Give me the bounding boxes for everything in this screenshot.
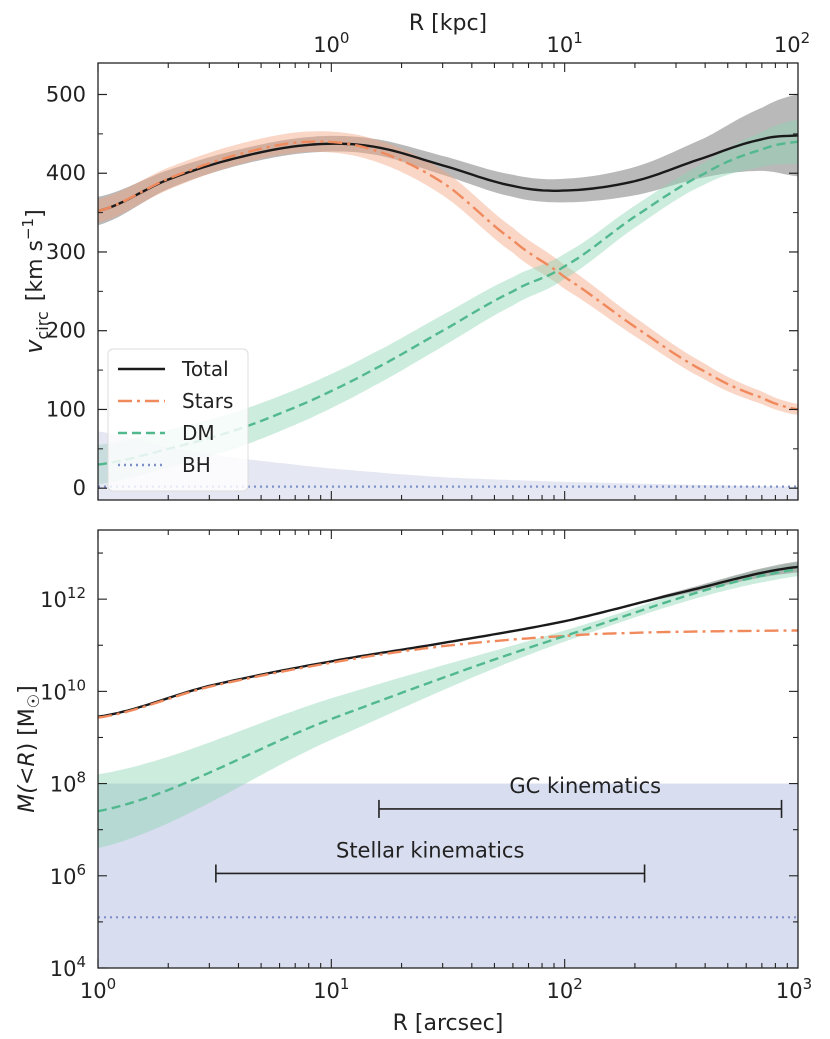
top-series-line-stars [98,140,798,411]
bottom-x-tick-base: 10 [776,979,803,1003]
bottom-band-dm [98,562,798,849]
top-y-tick-label: 200 [46,319,86,343]
bottom-y-tick-label: 1010 [40,676,86,704]
bottom-x-tick-exp: 2 [573,975,583,993]
bottom-y-tick-label: 1012 [40,584,86,612]
top-y-axis-label: vcirc [km s−1] [19,209,52,353]
top-kpc-tick-label: 102 [774,29,810,57]
bottom-y-tick-exp: 6 [76,861,86,879]
bottom-x-tick-exp: 1 [340,975,350,993]
bottom-x-axis-label: R [arcsec] [393,1011,504,1036]
bottom-y-label-r: R [15,751,40,766]
bottom-y-tick-base: 10 [50,957,77,981]
bottom-y-tick-exp: 12 [67,584,86,602]
bottom-y-tick-label: 104 [50,953,86,981]
legend-label-dm: DM [182,421,215,445]
legend-label-bh: BH [182,453,211,477]
top-kpc-tick-exp: 2 [801,29,811,47]
bottom-series-line-dm [98,568,798,813]
bottom-plot-area [98,561,798,968]
bottom-y-tick-base: 10 [40,588,67,612]
top-plot-frame [97,62,799,501]
range-bar-gc: GC kinematics [378,774,783,818]
range-bar-stellar: Stellar kinematics [215,838,646,883]
legend-frame [107,348,249,492]
top-band-bh [98,431,798,500]
bottom-x-tick-label: 103 [776,975,812,1003]
bottom-x-tick-base: 10 [547,979,574,1003]
top-kpc-tick-label: 101 [547,29,583,57]
bottom-y-tick-base: 10 [50,865,77,889]
top-legend: Total Stars DM BH [107,348,249,492]
top-kpc-tick-label: 100 [313,29,349,57]
top-kpc-tick-exp: 0 [340,29,350,47]
top-y-label-close: ] [23,209,48,218]
bottom-y-axis-label: M(<R) [M☉] [15,685,43,812]
bottom-band-bh [98,783,798,968]
top-kpc-tick-exp: 1 [573,29,583,47]
bottom-y-tick-label: 106 [50,861,86,889]
top-band-stars [98,131,798,416]
bottom-y-tick-exp: 8 [76,769,86,787]
top-y-tick-label: 300 [46,240,86,264]
top-band-total [98,94,798,226]
bottom-y-tick-exp: 10 [67,676,86,694]
range-bar-label: Stellar kinematics [336,838,524,862]
bottom-x-tick-exp: 0 [107,975,117,993]
bottom-y-tick-base: 10 [50,773,77,797]
top-kpc-tick-base: 10 [774,33,801,57]
top-x-axis-label: R [kpc] [409,11,487,36]
top-y-tick-label: 100 [46,397,86,421]
range-bar-label: GC kinematics [509,774,661,798]
top-kpc-tick-base: 10 [313,33,340,57]
bottom-y-tick-base: 10 [40,680,67,704]
bottom-y-label-lt: < [15,767,40,785]
bottom-x-tick-base: 10 [80,979,107,1003]
bottom-x-tick-base: 10 [313,979,340,1003]
bottom-series-line-total [98,565,798,718]
bottom-x-tick-exp: 3 [803,975,813,993]
bottom-y-label-units: ) [M [15,708,40,751]
top-y-label-v: v [20,339,48,354]
legend-label-stars: Stars [182,389,233,413]
top-kpc-tick-base: 10 [547,33,574,57]
top-y-label-units: [km s [23,240,48,301]
bottom-x-tick-label: 102 [547,975,583,1003]
top-y-tick-label: 400 [46,161,86,185]
top-y-label-sub: circ [33,311,52,339]
bottom-series-line-stars [98,629,798,719]
bottom-y-tick-exp: 4 [76,953,86,971]
bottom-y-label-sun: ☉ [24,694,43,708]
top-y-tick-label: 0 [73,476,86,500]
top-y-label-exp: −1 [19,218,37,240]
bottom-y-tick-label: 108 [50,769,86,797]
bottom-plot-frame [97,529,799,969]
bottom-x-tick-label: 101 [313,975,349,1003]
top-series-line-total [98,134,798,213]
bottom-y-label-m: M( [15,784,40,813]
bottom-x-tick-label: 100 [80,975,116,1003]
legend-label-total: Total [181,357,229,381]
bottom-y-label-close: ] [15,685,40,694]
top-y-tick-label: 500 [46,82,86,106]
